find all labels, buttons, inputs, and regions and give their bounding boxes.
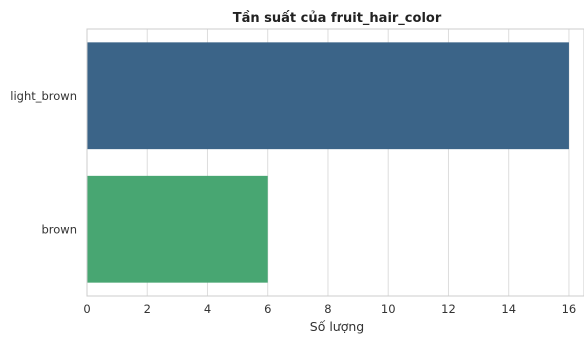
x-tick-label: 16 — [562, 302, 577, 316]
bar-brown — [87, 175, 268, 283]
x-tick-label: 8 — [324, 302, 331, 316]
x-tick-labels: 0 2 4 6 8 10 12 14 16 — [83, 302, 576, 316]
x-tick-label: 10 — [381, 302, 396, 316]
x-tick-label: 0 — [83, 302, 90, 316]
x-tick-label: 12 — [441, 302, 456, 316]
chart-title: Tần suất của fruit_hair_color — [233, 11, 442, 26]
x-tick-label: 2 — [144, 302, 151, 316]
bar-light_brown — [87, 42, 569, 150]
y-tick-label: brown — [41, 222, 77, 236]
x-tick-label: 4 — [204, 302, 211, 316]
y-tick-label: light_brown — [10, 89, 77, 103]
x-axis-label: Số lượng — [310, 319, 364, 334]
x-tick-label: 14 — [501, 302, 516, 316]
bars — [87, 42, 569, 283]
x-tick-label: 6 — [264, 302, 271, 316]
plot-frame — [86, 28, 584, 297]
